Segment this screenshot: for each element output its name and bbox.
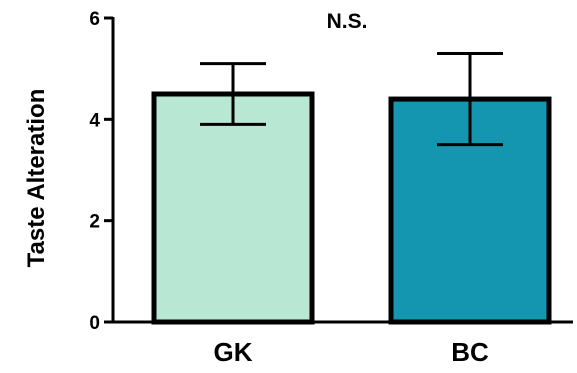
y-tick-label: 4 bbox=[89, 110, 100, 131]
y-ticks-group: 0 2 4 6 bbox=[89, 9, 113, 334]
y-tick-label: 6 bbox=[89, 9, 100, 30]
x-category-label: BC bbox=[451, 337, 489, 367]
bar-gk bbox=[151, 91, 315, 325]
x-labels-group: GK BC bbox=[214, 337, 489, 367]
error-bars-group bbox=[200, 51, 503, 147]
y-tick-label: 2 bbox=[89, 212, 100, 233]
significance-annotation: N.S. bbox=[327, 10, 368, 33]
y-tick-label: 0 bbox=[89, 313, 100, 334]
x-category-label: GK bbox=[214, 337, 253, 367]
axes-group bbox=[111, 17, 573, 324]
bars-group bbox=[151, 91, 552, 325]
y-axis-title: Taste Alteration bbox=[23, 89, 50, 268]
